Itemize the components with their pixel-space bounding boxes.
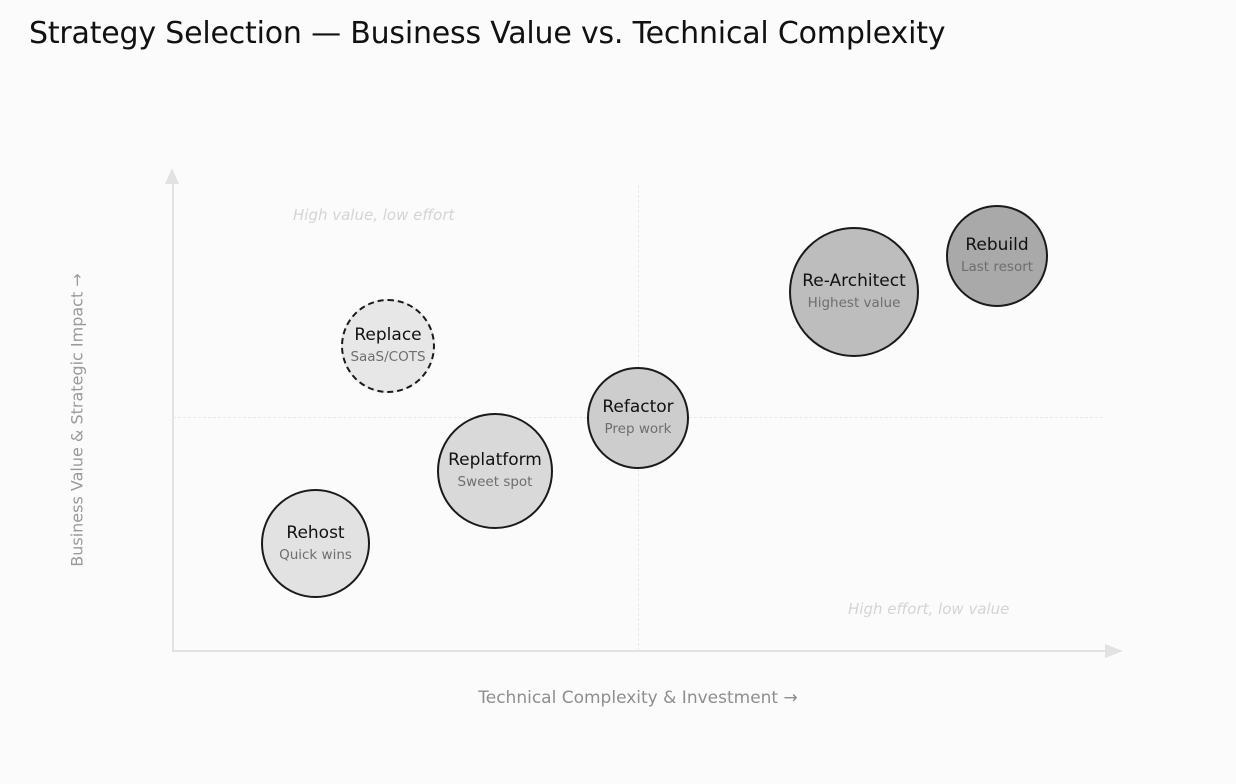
strategy-name: Re-Architect bbox=[802, 271, 906, 291]
page-title: Strategy Selection — Business Value vs. … bbox=[29, 16, 946, 51]
strategy-note: Last resort bbox=[960, 259, 1034, 275]
x-axis-arrow-icon bbox=[1105, 644, 1123, 658]
strategy-name: Rehost bbox=[286, 522, 345, 543]
strategy-name: Refactor bbox=[602, 397, 674, 417]
y-axis-line bbox=[172, 180, 174, 652]
strategy-bubble-re-architect[interactable]: Re-Architect Highest value bbox=[789, 227, 919, 357]
quadrant-label-bottom-right: High effort, low value bbox=[848, 600, 1010, 618]
strategy-note: Sweet spot bbox=[457, 474, 533, 490]
strategy-bubble-refactor[interactable]: Refactor Prep work bbox=[587, 367, 689, 469]
strategy-name: Replace bbox=[354, 325, 422, 345]
y-axis-label: Business Value & Strategic Impact → bbox=[67, 273, 87, 567]
y-axis-arrow-icon bbox=[165, 168, 179, 184]
strategy-name: Rebuild bbox=[965, 235, 1029, 255]
strategy-note: SaaS/COTS bbox=[350, 349, 426, 365]
strategy-note: Prep work bbox=[604, 421, 672, 437]
quadrant-label-top-left: High value, low effort bbox=[293, 206, 455, 224]
strategy-name: Replatform bbox=[448, 450, 542, 470]
strategy-bubble-replatform[interactable]: Replatform Sweet spot bbox=[437, 413, 553, 529]
x-axis-line bbox=[172, 650, 1108, 652]
strategy-bubble-replace[interactable]: Replace SaaS/COTS bbox=[341, 299, 435, 393]
x-axis-label: Technical Complexity & Investment → bbox=[478, 688, 798, 708]
strategy-bubble-rehost[interactable]: Rehost Quick wins bbox=[261, 489, 370, 598]
strategy-note: Quick wins bbox=[279, 546, 352, 563]
strategy-bubble-rebuild[interactable]: Rebuild Last resort bbox=[946, 205, 1048, 307]
strategy-note: Highest value bbox=[807, 295, 901, 311]
